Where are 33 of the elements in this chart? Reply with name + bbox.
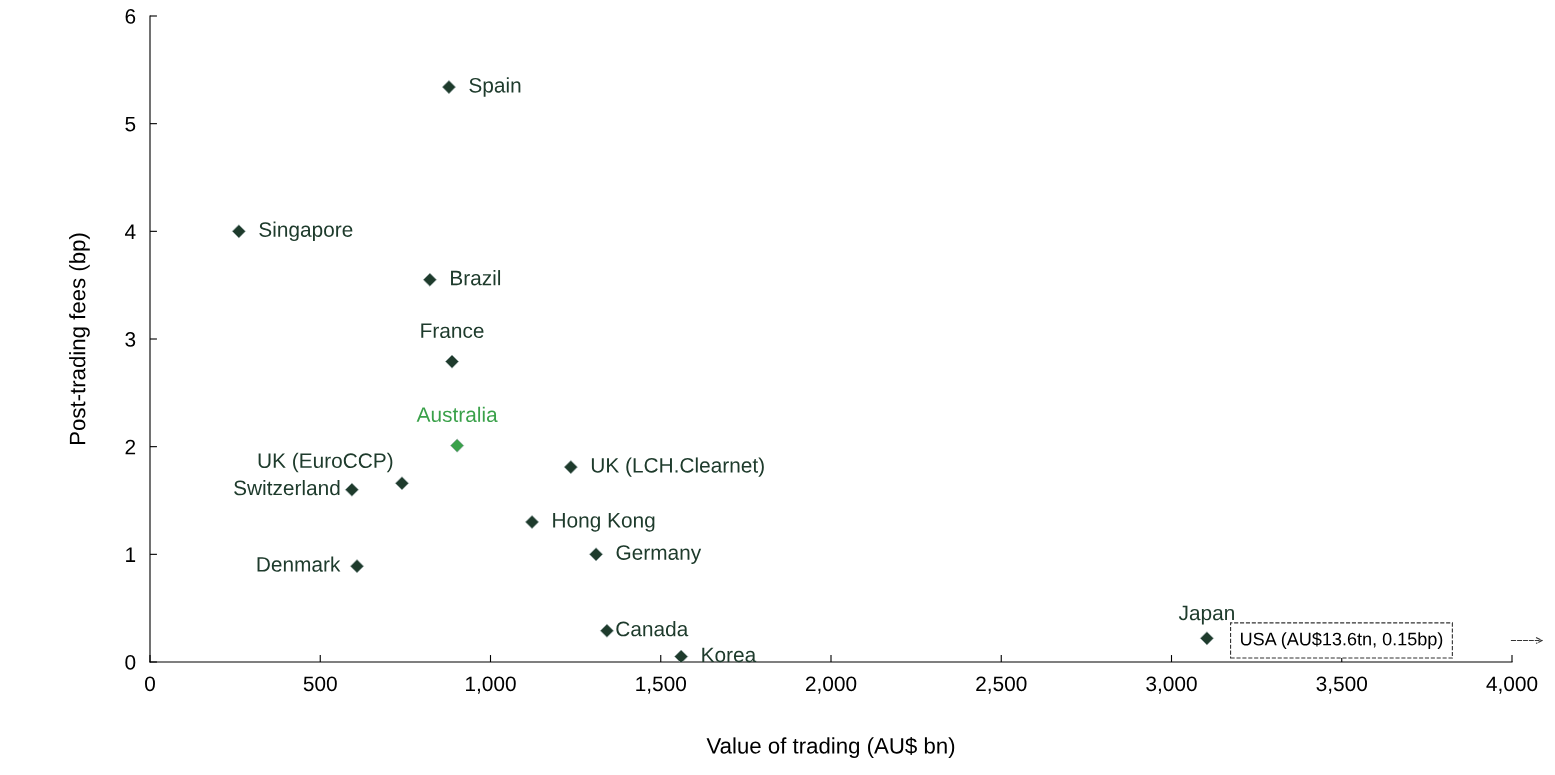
series-label: Hong Kong xyxy=(553,513,655,532)
series-label: Brazil xyxy=(451,270,501,286)
series-label: Germany xyxy=(616,545,702,565)
y-tick-label: 5 xyxy=(125,116,136,132)
y-tick-label: 6 xyxy=(125,9,136,24)
series-label: UK (EuroCCP) xyxy=(258,452,393,473)
series-label: Switzerland xyxy=(234,480,340,496)
x-tick-label: 0 xyxy=(145,676,155,692)
y-tick-label: 0 xyxy=(125,655,136,670)
series-label: France xyxy=(421,323,484,339)
x-tick-label: 1,500 xyxy=(636,676,686,694)
series-label: UK (LCH.Clearnet) xyxy=(591,457,764,477)
y-tick-label: 4 xyxy=(125,224,136,239)
y-tick-label: 3 xyxy=(125,332,136,347)
series-label: Australia xyxy=(416,406,498,423)
x-tick-label: 4,000 xyxy=(1486,676,1538,694)
x-tick-label: 3,000 xyxy=(1146,676,1197,694)
x-tick-label: 1,000 xyxy=(466,676,516,694)
x-axis-title: Value of trading (AU$ bn) xyxy=(706,736,955,759)
y-axis-title: Post-trading fees (bp) xyxy=(69,233,90,445)
series-label: Canada xyxy=(616,621,689,637)
x-tick-label: 3,500 xyxy=(1316,676,1367,694)
series-label: Korea xyxy=(702,647,757,663)
x-tick-label: 500 xyxy=(303,676,337,692)
y-tick-label: 2 xyxy=(125,439,136,455)
series-label: Singapore xyxy=(259,221,353,242)
x-tick-label: 2,500 xyxy=(976,676,1027,694)
x-tick-label: 2,000 xyxy=(805,676,857,694)
y-tick-label: 1 xyxy=(126,547,136,562)
series-label: Spain xyxy=(469,77,521,97)
series-label: Denmark xyxy=(257,556,341,572)
annotation: USA (AU$13.6tn, 0.15bp) xyxy=(1240,631,1443,650)
series-label: Japan xyxy=(1178,605,1234,625)
